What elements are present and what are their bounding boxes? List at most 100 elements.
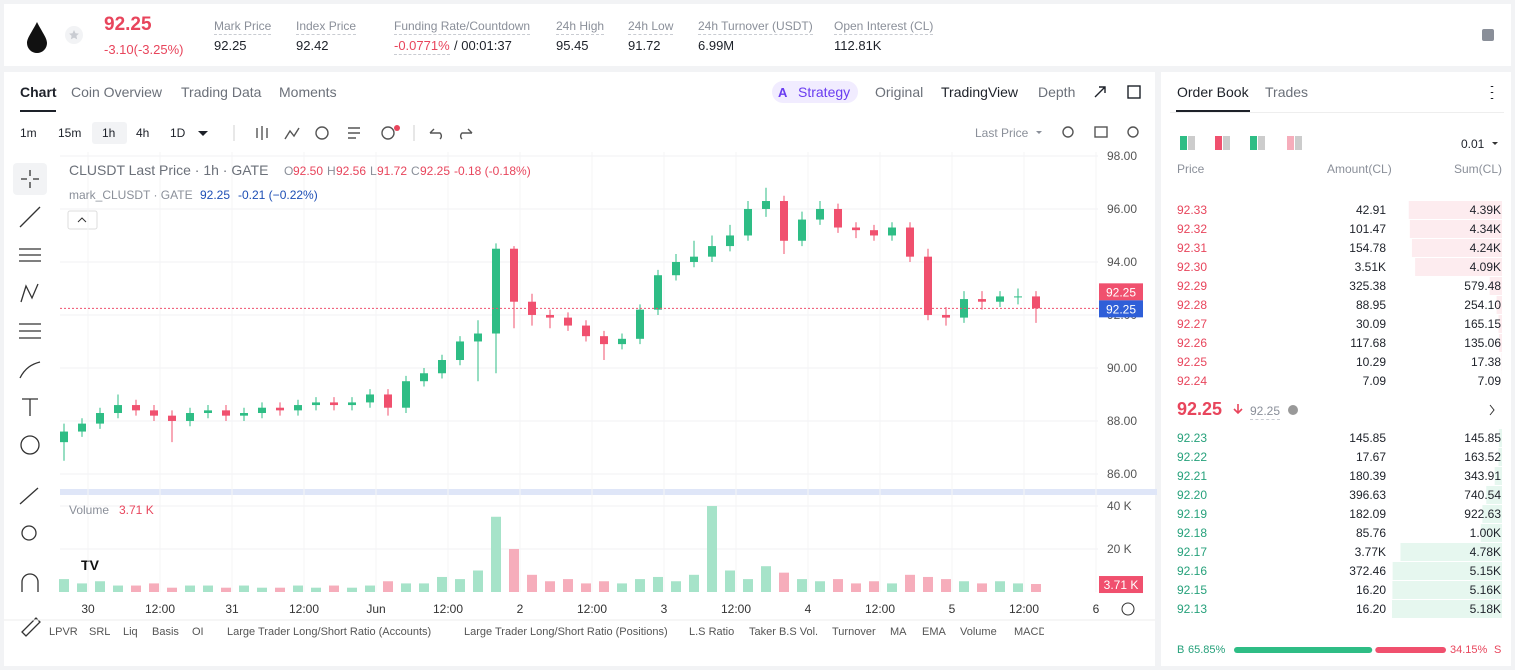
indicator[interactable]: Volume <box>960 626 997 638</box>
chart-tab[interactable]: Moments <box>279 84 337 100</box>
chart-tab[interactable]: Coin Overview <box>71 84 163 100</box>
volume-bar <box>1031 584 1041 592</box>
lock-tool[interactable] <box>21 617 41 637</box>
interval[interactable]: 4h <box>136 126 150 140</box>
depth-bar <box>1489 277 1502 295</box>
orderbook-tab[interactable]: Trades <box>1265 84 1309 100</box>
chart-tab[interactable]: Chart <box>20 84 57 100</box>
indicator-icon[interactable] <box>284 127 300 140</box>
emoji-tool[interactable] <box>20 435 40 455</box>
strategy-pill[interactable] <box>772 81 858 103</box>
text-tool[interactable] <box>22 398 38 416</box>
indicator[interactable]: LPVR <box>49 626 78 638</box>
channel-tool[interactable] <box>19 248 41 262</box>
brush-tool[interactable] <box>19 361 41 379</box>
view-tab[interactable]: Depth <box>1038 84 1076 100</box>
sell-side: S <box>1494 644 1502 656</box>
shield-icon <box>1288 405 1298 415</box>
indicator[interactable]: MACD <box>1014 626 1044 638</box>
collapse-button[interactable] <box>67 210 98 230</box>
redo-icon[interactable] <box>460 128 473 140</box>
candle-body <box>456 341 464 361</box>
book-price: 92.30 <box>1177 260 1208 274</box>
volume-bar <box>455 579 465 592</box>
volume-bar <box>293 585 303 592</box>
search-icon[interactable] <box>1062 126 1074 138</box>
crosshair-tool[interactable] <box>21 170 39 188</box>
indicator[interactable]: SRL <box>89 626 111 638</box>
toolbar-icons <box>233 125 1139 141</box>
add-icon[interactable] <box>381 126 395 140</box>
header-panel <box>4 4 1511 66</box>
indicator[interactable]: Taker B.S Vol. <box>749 626 819 638</box>
view-tab[interactable]: TradingView <box>941 84 1019 100</box>
indicator[interactable]: MA <box>890 626 907 638</box>
dropdown-arrow[interactable] <box>198 131 208 136</box>
depth-bar <box>1499 334 1502 352</box>
indicator[interactable]: Large Trader Long/Short Ratio (Accounts) <box>227 626 432 638</box>
window-icon[interactable] <box>1127 85 1141 99</box>
ruler-tool[interactable] <box>19 487 39 505</box>
candle-body <box>474 333 482 342</box>
mark-price-tag-text: 92.25 <box>1106 302 1136 316</box>
candle-icon[interactable] <box>256 126 268 140</box>
ohlc-key: C <box>411 164 420 178</box>
mark-value: 92.25 <box>200 188 231 202</box>
expand-icon[interactable] <box>1094 86 1106 98</box>
price-change: -3.10(-3.25%) <box>104 42 184 57</box>
book-sum: 17.38 <box>1470 355 1501 369</box>
interval[interactable]: 15m <box>58 126 82 140</box>
orderbook-tab[interactable]: Order Book <box>1177 84 1249 100</box>
template-icon[interactable] <box>348 127 360 139</box>
candle-body <box>420 373 428 382</box>
stat-value: 91.72 <box>628 38 661 53</box>
x-tick-label: 6 <box>1093 602 1100 616</box>
magnet-tool[interactable] <box>21 573 39 592</box>
indicator[interactable]: Large Trader Long/Short Ratio (Positions… <box>464 626 668 638</box>
book-price: 92.23 <box>1177 431 1208 445</box>
zoom-tool[interactable] <box>21 525 37 541</box>
book-sum: 7.09 <box>1477 374 1501 388</box>
last-price-tag <box>1099 283 1143 301</box>
undo-icon[interactable] <box>429 128 442 140</box>
pane-divider[interactable] <box>60 489 1157 495</box>
book-sum: 5.18K <box>1469 602 1501 616</box>
x-tick-label: 4 <box>805 602 812 616</box>
book-sum: 740.54 <box>1464 488 1501 502</box>
dropdown-arrow[interactable] <box>1036 131 1042 134</box>
candle-body <box>330 402 338 406</box>
camera-icon[interactable] <box>1094 126 1108 138</box>
indicator[interactable]: OI <box>192 626 204 638</box>
interval[interactable]: 1D <box>170 126 186 140</box>
view-tab[interactable]: Original <box>875 84 924 100</box>
interval[interactable]: 1m <box>20 126 37 140</box>
line-tool[interactable] <box>19 206 41 228</box>
last-price-tag-text: 92.25 <box>1106 285 1136 299</box>
volume-value: 3.71 K <box>119 503 154 517</box>
settings-icon[interactable] <box>1121 602 1135 616</box>
pattern-tool[interactable] <box>20 283 39 303</box>
indicator[interactable]: L.S Ratio <box>689 626 735 638</box>
settings-icon[interactable] <box>1482 29 1494 41</box>
indicator[interactable]: Turnover <box>832 626 876 638</box>
chart-tab[interactable]: Trading Data <box>181 84 262 100</box>
price-source[interactable]: Last Price <box>975 126 1029 140</box>
depth-bar <box>1409 220 1502 238</box>
settings-icon[interactable] <box>1127 126 1139 138</box>
precision[interactable]: 0.01 <box>1461 137 1485 151</box>
indicator[interactable]: EMA <box>922 626 946 638</box>
ohlc-key: O <box>284 164 294 178</box>
book-amount: 154.78 <box>1349 241 1386 255</box>
indicator[interactable]: Basis <box>152 626 179 638</box>
fib-tool[interactable] <box>19 323 41 339</box>
volume-bar <box>329 585 339 592</box>
depth-bar <box>1392 562 1502 580</box>
replay-icon[interactable] <box>315 126 329 140</box>
ohlc-value: 92.56 <box>336 164 367 178</box>
book-price: 92.16 <box>1177 564 1208 578</box>
interval[interactable]: 1h <box>102 126 116 140</box>
stat-value: 92.42 <box>296 38 329 53</box>
candle-body <box>744 208 752 236</box>
strategy-tab[interactable]: Strategy <box>798 84 851 100</box>
indicator[interactable]: Liq <box>123 626 138 638</box>
